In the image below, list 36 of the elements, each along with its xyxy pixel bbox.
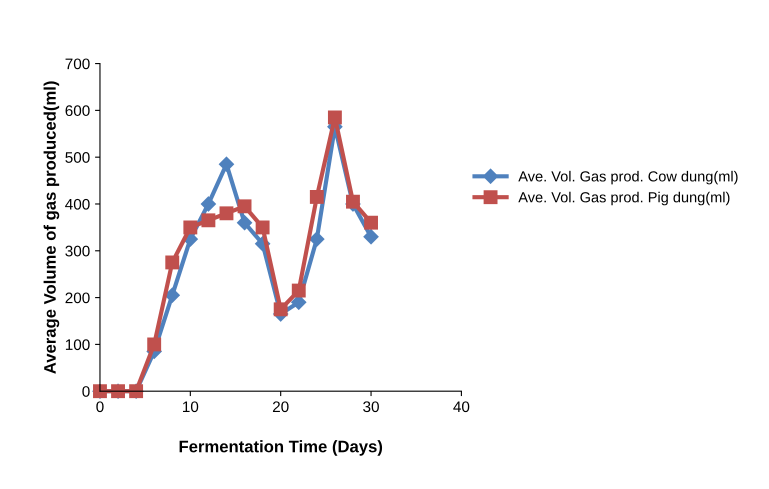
point (363, 229, 379, 244)
x-tick-label: 20 (272, 401, 289, 412)
y-tick-label: 600 (66, 105, 90, 116)
point (238, 199, 252, 214)
point (220, 206, 234, 220)
y-tick-label: 700 (66, 58, 90, 70)
y-axis-title: Average Volume of gas produced(ml) (44, 81, 60, 374)
point (218, 156, 234, 172)
point (328, 110, 342, 124)
x-tick-label: 10 (182, 401, 198, 412)
legend-label: Ave. Vol. Gas prod. Pig dung(ml) (518, 192, 730, 206)
x-tick-label: 40 (453, 401, 470, 412)
point (164, 288, 180, 303)
x-tick-label: 0 (96, 401, 104, 412)
point (274, 302, 288, 316)
point (309, 232, 324, 247)
point (236, 215, 252, 230)
point (346, 194, 360, 209)
x-tick-label: 30 (363, 401, 379, 412)
point (165, 256, 180, 270)
point (364, 216, 378, 230)
y-tick-label: 200 (66, 292, 90, 304)
point (292, 284, 306, 298)
point (183, 220, 198, 234)
x-axis-title: Fermentation Time (Days) (180, 440, 382, 456)
point (310, 190, 324, 204)
y-tick-label: 100 (66, 339, 90, 350)
point (201, 213, 216, 228)
point (256, 220, 270, 234)
y-tick-label: 500 (65, 152, 90, 163)
point (147, 337, 162, 352)
y-tick-label: 400 (65, 198, 90, 210)
y-tick-label: 0 (82, 386, 90, 397)
legend-label: Ave. Vol. Gas prod. Cow dung(ml) (518, 170, 738, 184)
y-tick-label: 300 (65, 246, 90, 256)
point (200, 196, 216, 212)
